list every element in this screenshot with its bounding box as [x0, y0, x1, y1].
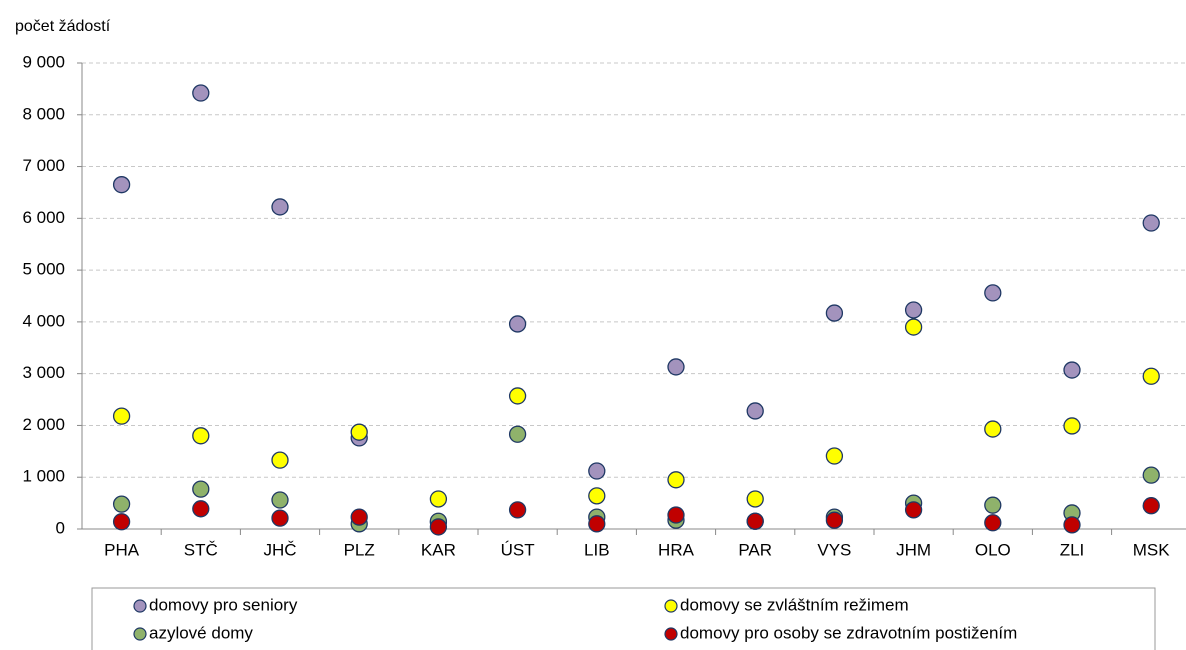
x-tick-label: ÚST [501, 540, 535, 559]
y-tick-label: 9 000 [22, 52, 65, 71]
point [1142, 466, 1160, 484]
point [825, 304, 844, 322]
point [350, 423, 368, 441]
point [271, 491, 289, 509]
point [588, 462, 606, 480]
point [984, 496, 1002, 514]
point [508, 425, 527, 443]
y-tick-label: 8 000 [22, 104, 65, 123]
x-tick-label: MSK [1133, 540, 1171, 559]
point [1142, 367, 1160, 385]
point [904, 318, 923, 336]
point [1063, 516, 1081, 534]
x-tick-label: PHA [104, 540, 140, 559]
point [508, 315, 527, 333]
legend-marker [664, 599, 678, 613]
legend-label: azylové domy [149, 623, 253, 642]
x-tick-label: PAR [738, 540, 772, 559]
point [984, 514, 1002, 532]
legend-marker [133, 627, 147, 641]
point [429, 518, 448, 536]
legend-marker [133, 599, 147, 613]
x-tick-label: ZLI [1060, 540, 1085, 559]
y-tick-label: 2 000 [22, 415, 65, 434]
point [746, 512, 764, 530]
x-tick-label: PLZ [344, 540, 375, 559]
point [667, 358, 685, 376]
y-tick-label: 4 000 [22, 311, 65, 330]
x-tick-label: OLO [975, 540, 1011, 559]
x-tick-label: VYS [817, 540, 851, 559]
point [904, 301, 923, 319]
point [746, 490, 764, 508]
point [271, 451, 289, 469]
x-tick-label: JHČ [263, 540, 296, 559]
legend-marker [664, 627, 678, 641]
point [271, 198, 289, 216]
y-axis-label: počet žádostí [15, 18, 111, 35]
point [271, 509, 289, 527]
legend-box [91, 587, 1156, 650]
point [1142, 497, 1160, 515]
point [429, 490, 448, 508]
point [192, 480, 210, 498]
point [192, 500, 210, 518]
legend-label: domovy pro seniory [149, 595, 298, 614]
point [192, 427, 210, 445]
y-tick-label: 1 000 [22, 467, 65, 486]
y-tick-label: 3 000 [22, 363, 65, 382]
y-tick-label: 0 [56, 518, 65, 537]
point [588, 487, 606, 505]
point [508, 501, 527, 519]
legend-label: domovy pro osoby se zdravotním postižení… [680, 623, 1017, 642]
x-tick-label: STČ [184, 540, 218, 559]
point [508, 387, 527, 405]
y-tick-label: 6 000 [22, 208, 65, 227]
point [112, 513, 131, 531]
x-tick-label: LIB [584, 540, 610, 559]
point [112, 176, 131, 194]
x-tick-label: JHM [896, 540, 931, 559]
point [112, 407, 131, 425]
point [112, 495, 131, 513]
x-tick-label: HRA [658, 540, 695, 559]
y-tick-label: 7 000 [22, 156, 65, 175]
legend-label: domovy se zvláštním režimem [680, 595, 909, 614]
point [984, 420, 1002, 438]
point [192, 84, 210, 102]
point [1063, 361, 1081, 379]
point [1063, 417, 1081, 435]
point [667, 471, 685, 489]
point [825, 447, 844, 465]
point [746, 402, 764, 420]
y-tick-label: 5 000 [22, 260, 65, 279]
point [667, 506, 685, 524]
point [1142, 214, 1160, 232]
point [588, 515, 606, 533]
point [904, 501, 923, 519]
point [350, 508, 368, 526]
point [825, 511, 844, 529]
x-tick-label: KAR [421, 540, 456, 559]
point [984, 284, 1002, 302]
